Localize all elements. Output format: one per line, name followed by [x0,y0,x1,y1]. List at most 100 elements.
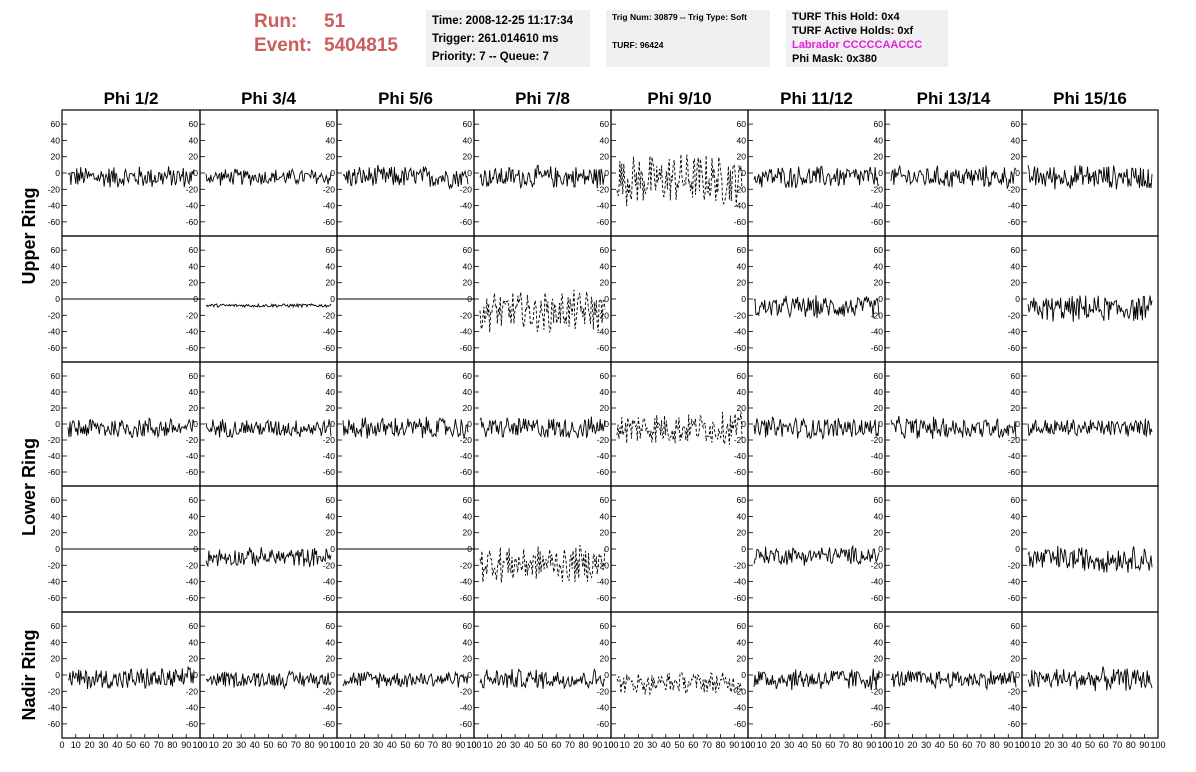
y-tick-label: -20 [460,310,473,320]
y-tick-label: 60 [463,245,473,255]
x-tick-label: 100 [329,740,344,750]
y-tick-label: -40 [734,703,747,713]
x-tick-label: 70 [1112,740,1122,750]
y-tick-label: 60 [600,245,610,255]
y-tick-label: 60 [874,119,884,129]
y-tick-label: -20 [734,435,747,445]
x-tick-label: 100 [192,740,207,750]
waveform-line [1027,295,1153,322]
y-tick-label: -60 [597,719,610,729]
x-tick-label: 0 [197,740,202,750]
panel-frame [610,235,749,363]
waveform-line [1027,666,1153,692]
y-tick-label: 40 [1011,261,1021,271]
y-tick-label: -60 [597,467,610,477]
y-tick-label: -40 [734,327,747,337]
y-tick-label: 20 [1011,278,1021,288]
x-tick-label: 10 [894,740,904,750]
y-tick-label: 0 [741,419,746,429]
y-tick-label: 60 [1011,621,1021,631]
y-tick-label: 0 [193,544,198,554]
y-tick-label: -20 [871,435,884,445]
y-tick-label: -60 [1008,719,1021,729]
y-tick-label: -20 [323,686,336,696]
x-tick-label: 90 [318,740,328,750]
x-tick-label: 70 [839,740,849,750]
y-tick-label: -40 [597,201,610,211]
y-tick-label: 60 [600,371,610,381]
y-tick-label: 20 [51,403,61,413]
waveform-panel: -60 -40 -20 0 20 40 60 [734,235,886,363]
waveform-line [753,544,880,566]
panel-frame [199,485,338,613]
y-tick-label: -60 [48,467,61,477]
y-tick-label: 0 [330,670,335,680]
x-tick-label: 10 [346,740,356,750]
y-tick-label: -40 [186,451,199,461]
waveform-panel: -60 -40 -20 0 20 40 60 [48,361,201,487]
column-title: Phi 7/8 [515,89,570,108]
y-tick-label: 0 [467,419,472,429]
waveform-line [479,289,606,333]
x-tick-label: 90 [181,740,191,750]
y-tick-label: -60 [734,593,747,603]
y-tick-label: -20 [734,310,747,320]
y-tick-label: 60 [463,621,473,631]
x-tick-label: 70 [565,740,575,750]
waveform-line [67,665,195,690]
y-tick-label: 0 [878,294,883,304]
y-tick-label: 40 [600,511,610,521]
run-row: Run: 51 [254,10,398,34]
waveform-line [1027,418,1153,437]
waveform-panel: -60 -40 -20 0 20 40 60 [871,235,1023,363]
y-tick-label: -20 [597,310,610,320]
y-tick-label: 40 [600,135,610,145]
waveform-panel: -60 -40 -20 0 20 40 60 [734,485,886,613]
y-tick-label: -60 [186,467,199,477]
y-tick-label: 40 [326,261,336,271]
waveform-line [753,416,880,441]
y-tick-label: -60 [1008,593,1021,603]
y-tick-label: 20 [189,654,199,664]
y-tick-label: 0 [330,294,335,304]
y-tick-label: -20 [48,435,61,445]
ring-label: Upper Ring [19,188,39,285]
x-tick-label: 50 [263,740,273,750]
waveform-panel: -60 -40 -20 0 20 40 60 [597,235,749,363]
trigger-text: Trigger: 261.014610 ms [432,33,559,45]
y-tick-label: 40 [600,637,610,647]
y-tick-label: 60 [1011,495,1021,505]
waveform-panel: -60 -40 -20 0 20 40 60 [48,611,201,739]
event-value: 5404815 [324,35,398,56]
waveform-panel: -60 -40 -20 0 20 40 60 [871,361,1023,487]
y-tick-label: -20 [186,686,199,696]
waveform-panel: -60 -40 -20 0 20 40 60 [186,361,338,487]
x-tick-label: 90 [729,740,739,750]
x-tick-label: 0 [59,740,64,750]
y-tick-label: -60 [597,343,610,353]
y-tick-label: -40 [460,451,473,461]
x-tick-label: 50 [674,740,684,750]
waveform-line [479,545,606,583]
y-tick-label: 20 [874,278,884,288]
y-tick-label: -40 [48,201,61,211]
waveform-line [753,668,880,691]
y-tick-label: -60 [734,343,747,353]
x-tick-label: 70 [976,740,986,750]
y-tick-label: 60 [189,621,199,631]
column-title: Phi 5/6 [378,89,433,108]
y-tick-label: -20 [186,560,199,570]
y-tick-label: 20 [51,528,61,538]
column-title: Phi 3/4 [241,89,296,108]
panel-frame [747,485,886,613]
y-tick-label: -60 [460,467,473,477]
priority-text: Priority: 7 -- Queue: 7 [432,51,549,63]
y-tick-label: 0 [55,670,60,680]
y-tick-label: -20 [734,686,747,696]
waveform-panel: -60 -40 -20 0 20 40 60 [734,109,886,237]
y-tick-label: -60 [460,217,473,227]
y-tick-label: -20 [48,184,61,194]
y-tick-label: -20 [734,184,747,194]
waveform-panel: -60 -40 -20 0 20 40 60 [1008,109,1159,237]
y-tick-label: -40 [323,703,336,713]
